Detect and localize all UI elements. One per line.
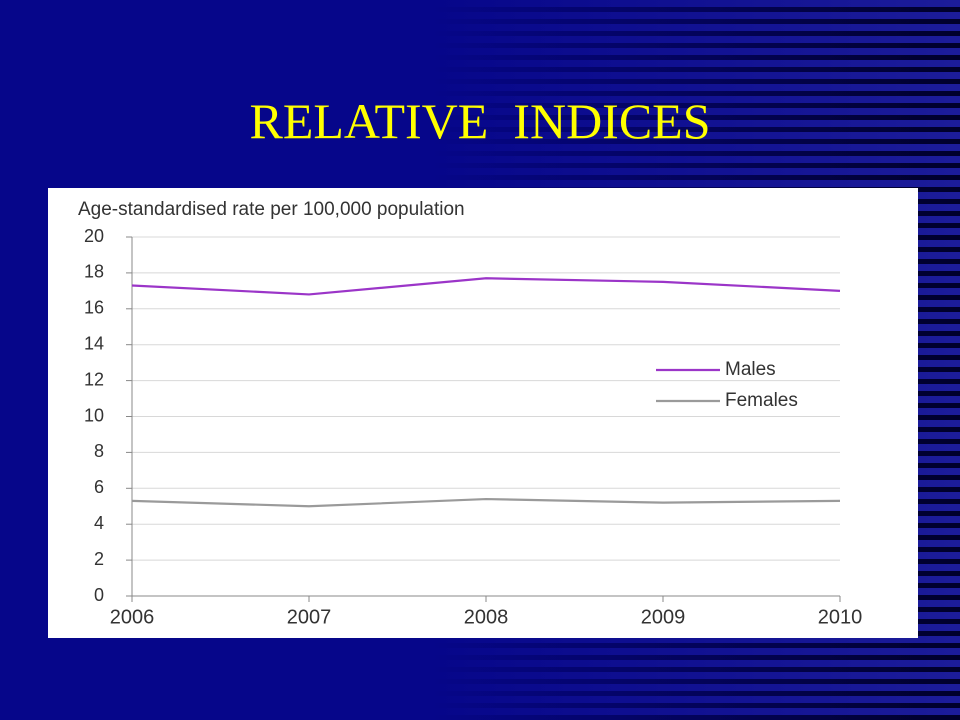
slide-title: RELATIVE INDICES [249,93,711,149]
y-tick-label: 14 [84,333,104,353]
chart: Age-standardised rate per 100,000 popula… [48,188,918,638]
y-tick-label: 2 [94,549,104,569]
y-tick-label: 4 [94,513,104,533]
legend-label: Males [725,359,776,380]
chart-background [48,188,918,638]
y-tick-label: 16 [84,298,104,318]
series-line [131,497,841,508]
y-tick-label: 12 [84,369,104,389]
x-tick-label: 2008 [464,606,509,628]
x-tick-label: 2007 [287,606,332,628]
x-tick-label: 2010 [818,606,863,628]
y-axis-label: Age-standardised rate per 100,000 popula… [78,199,465,220]
y-tick-label: 0 [94,585,104,605]
legend-label: Females [725,390,798,411]
x-tick-label: 2009 [641,606,686,628]
series-line [131,277,841,296]
y-tick-label: 10 [84,405,104,425]
y-tick-label: 20 [84,226,104,246]
x-tick-label: 2006 [110,606,155,628]
y-tick-label: 18 [84,262,104,282]
y-tick-label: 6 [94,477,104,497]
y-tick-label: 8 [94,441,104,461]
